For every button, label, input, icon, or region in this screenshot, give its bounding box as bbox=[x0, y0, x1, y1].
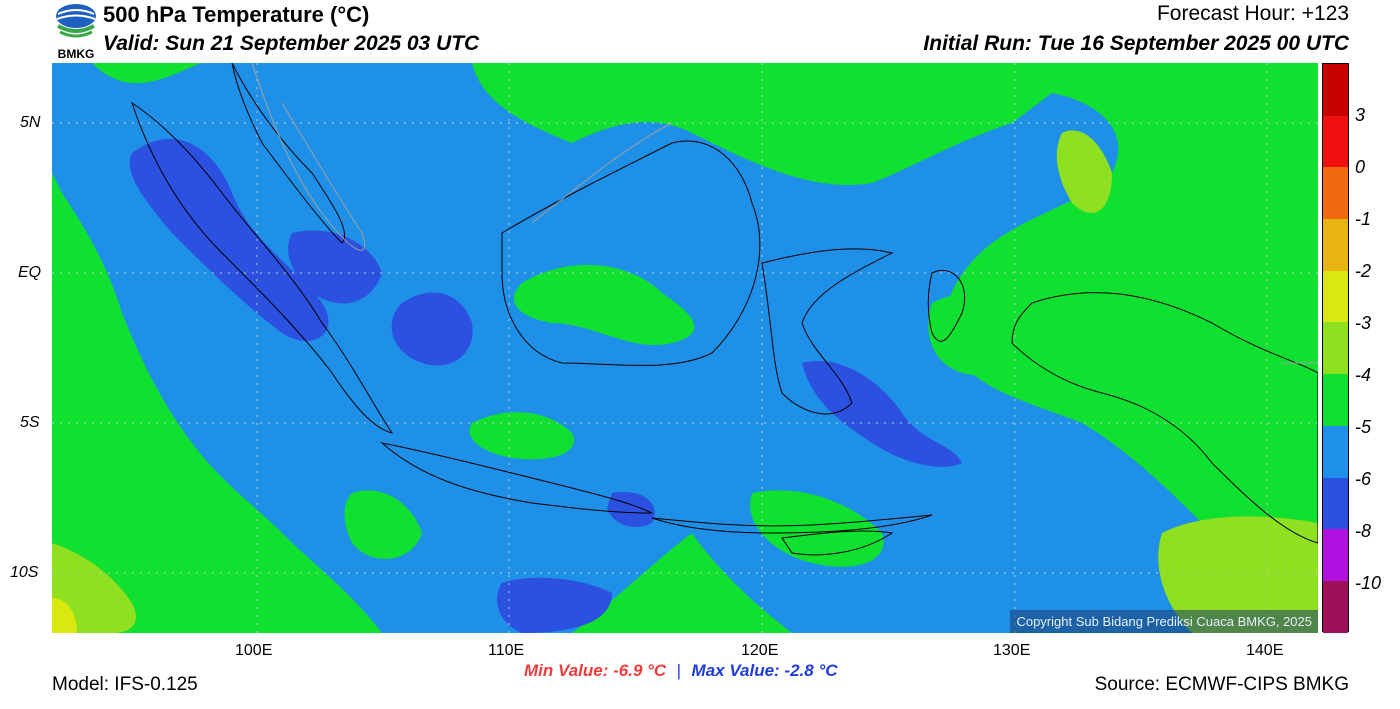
colorbar-label: -1 bbox=[1355, 209, 1372, 229]
cold-pocket-sumatra bbox=[129, 138, 329, 342]
lon-label-140e: 140E bbox=[1246, 642, 1284, 659]
warm-patch-northeast bbox=[1056, 130, 1112, 213]
lat-label-10s: 10S bbox=[10, 564, 39, 581]
colorbar-swatch bbox=[1323, 322, 1348, 375]
lon-label-130e: 130E bbox=[993, 642, 1031, 659]
coast-borneo bbox=[501, 140, 761, 366]
border-sabah bbox=[531, 122, 673, 224]
lat-label-eq: EQ bbox=[18, 264, 42, 281]
temperature-map: Copyright Sub Bidang Prediksi Cuaca BMKG… bbox=[52, 63, 1318, 633]
coast-sumatra bbox=[131, 101, 394, 434]
max-value: Max Value: -2.8 °C bbox=[691, 661, 838, 680]
min-max-separator: | bbox=[676, 661, 682, 680]
coast-new-guinea bbox=[1011, 292, 1318, 544]
colorbar-swatch bbox=[1323, 115, 1348, 168]
warm-patch-southeast bbox=[1158, 516, 1318, 633]
coastlines bbox=[131, 63, 1318, 556]
lat-label-5n: 5N bbox=[20, 114, 41, 131]
copyright-notice: Copyright Sub Bidang Prediksi Cuaca BMKG… bbox=[1010, 610, 1318, 633]
green-patch-sw bbox=[344, 490, 422, 560]
colorbar-label: -6 bbox=[1355, 469, 1372, 489]
graticule bbox=[52, 63, 1318, 633]
colorbar-swatch bbox=[1323, 529, 1348, 581]
coast-java bbox=[380, 442, 653, 514]
coast-halmahera bbox=[927, 269, 966, 342]
colorbar-label: -4 bbox=[1355, 365, 1372, 385]
colorbar-label: 0 bbox=[1355, 157, 1366, 177]
colorbar-swatch bbox=[1323, 477, 1348, 530]
green-patch-timor bbox=[750, 490, 884, 567]
cold-pocket-south bbox=[497, 577, 612, 633]
colorbar-swatch bbox=[1323, 580, 1348, 633]
colorbar-label: -10 bbox=[1355, 573, 1382, 593]
cold-pocket-riau bbox=[288, 230, 382, 304]
initial-run: Initial Run: Tue 16 September 2025 00 UT… bbox=[923, 32, 1349, 55]
warm-patch-southwest-yellow bbox=[52, 598, 77, 633]
colorbar-swatch bbox=[1323, 270, 1348, 323]
map-title: 500 hPa Temperature (°C) bbox=[103, 2, 370, 27]
colorbar-swatch bbox=[1323, 374, 1348, 426]
colorbar-label: -3 bbox=[1355, 313, 1372, 333]
coast-sulawesi bbox=[761, 248, 894, 415]
colorbar-label: -5 bbox=[1355, 417, 1372, 437]
green-patch-borneo bbox=[513, 264, 695, 346]
colorbar-label: -8 bbox=[1355, 521, 1372, 541]
colorbar-swatch bbox=[1323, 219, 1348, 271]
min-max-line: Min Value: -6.9 °C | Max Value: -2.8 °C bbox=[524, 661, 838, 681]
coast-nusa-tenggara bbox=[651, 514, 933, 534]
coast-timor bbox=[781, 530, 894, 556]
colorbar bbox=[1322, 63, 1349, 633]
borders bbox=[251, 63, 1318, 364]
colorbar-label: -2 bbox=[1355, 261, 1372, 281]
valid-time: Valid: Sun 21 September 2025 03 UTC bbox=[103, 32, 480, 55]
colorbar-swatch bbox=[1323, 64, 1348, 116]
min-value: Min Value: -6.9 °C bbox=[524, 661, 667, 680]
colorbar-swatch bbox=[1323, 425, 1348, 478]
bmkg-logo-icon: BMKG bbox=[56, 4, 96, 61]
warm-patch-southwest bbox=[52, 543, 136, 633]
lat-label-5s: 5S bbox=[20, 414, 40, 431]
green-patch-east bbox=[928, 292, 1034, 376]
border-malaysia bbox=[251, 63, 366, 251]
logo-text: BMKG bbox=[58, 47, 95, 60]
lon-label-110e: 110E bbox=[488, 642, 525, 659]
source-label: Source: ECMWF-CIPS BMKG bbox=[1094, 674, 1349, 695]
lon-label-120e: 120E bbox=[741, 642, 779, 659]
colorbar-label: 3 bbox=[1355, 105, 1366, 125]
cold-pocket-bangka bbox=[391, 292, 473, 366]
forecast-hour: Forecast Hour: +123 bbox=[1156, 2, 1349, 25]
colorbar-swatch bbox=[1323, 167, 1348, 220]
green-patch-java-sea bbox=[469, 412, 574, 460]
model-label: Model: IFS-0.125 bbox=[52, 674, 198, 695]
bmkg-logo: BMKG bbox=[52, 2, 100, 61]
cold-pocket-sulawesi bbox=[802, 361, 962, 467]
map-canvas bbox=[52, 63, 1318, 633]
lon-label-100e: 100E bbox=[235, 642, 273, 659]
